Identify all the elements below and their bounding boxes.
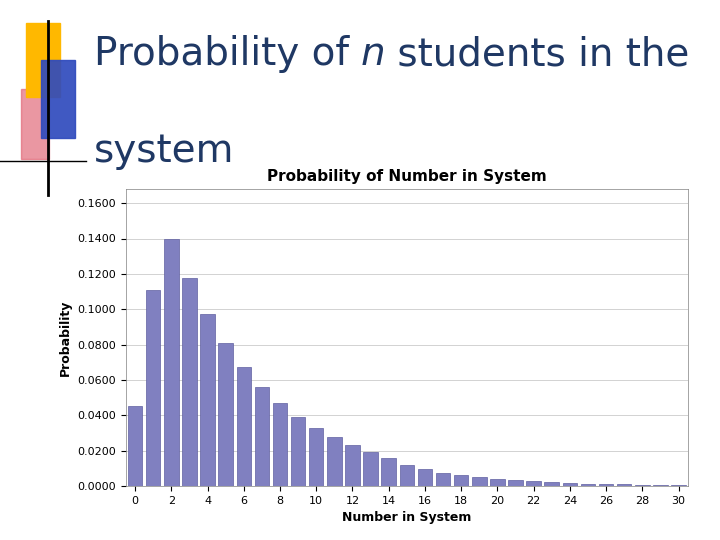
Bar	[562, 483, 577, 486]
Bar	[200, 314, 215, 486]
Bar	[236, 367, 251, 486]
Bar	[526, 481, 541, 486]
Bar	[508, 480, 523, 486]
Bar	[400, 465, 414, 486]
Text: n: n	[361, 35, 386, 73]
Bar	[599, 484, 613, 486]
Bar	[273, 403, 287, 486]
Bar	[128, 407, 143, 486]
Bar	[164, 239, 179, 486]
Bar	[218, 343, 233, 486]
Bar	[472, 477, 487, 486]
Bar	[653, 485, 667, 486]
Bar	[26, 23, 60, 97]
Bar	[418, 469, 432, 486]
Bar	[454, 475, 469, 486]
Bar	[146, 290, 161, 486]
Bar	[617, 484, 631, 486]
Bar	[345, 446, 360, 486]
Bar	[382, 458, 396, 486]
Title: Probability of Number in System: Probability of Number in System	[267, 168, 546, 184]
Bar	[364, 453, 378, 486]
Bar	[41, 60, 75, 138]
Bar	[581, 483, 595, 486]
Bar	[436, 472, 450, 486]
Bar	[291, 417, 305, 486]
Bar	[327, 437, 341, 486]
Bar	[309, 428, 323, 486]
Text: Probability of: Probability of	[94, 35, 361, 73]
Text: students in the: students in the	[385, 35, 689, 73]
Bar	[490, 478, 505, 486]
Bar	[544, 482, 559, 486]
Bar	[255, 387, 269, 486]
X-axis label: Number in System: Number in System	[342, 511, 472, 524]
Bar	[635, 485, 649, 486]
Y-axis label: Probability: Probability	[59, 299, 72, 376]
Text: system: system	[94, 132, 234, 170]
Bar	[671, 485, 685, 486]
Bar	[21, 89, 49, 159]
Bar	[182, 278, 197, 486]
